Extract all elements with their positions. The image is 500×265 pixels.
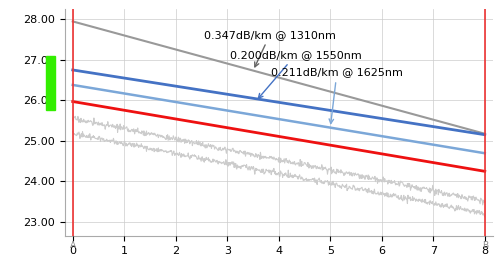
Text: 0.347dB/km @ 1310nm: 0.347dB/km @ 1310nm (204, 30, 336, 67)
Text: B: B (482, 241, 488, 250)
Text: A: A (70, 241, 76, 250)
Text: 0.200dB/km @ 1550nm: 0.200dB/km @ 1550nm (230, 50, 362, 98)
Text: 0.211dB/km @ 1625nm: 0.211dB/km @ 1625nm (271, 67, 403, 123)
